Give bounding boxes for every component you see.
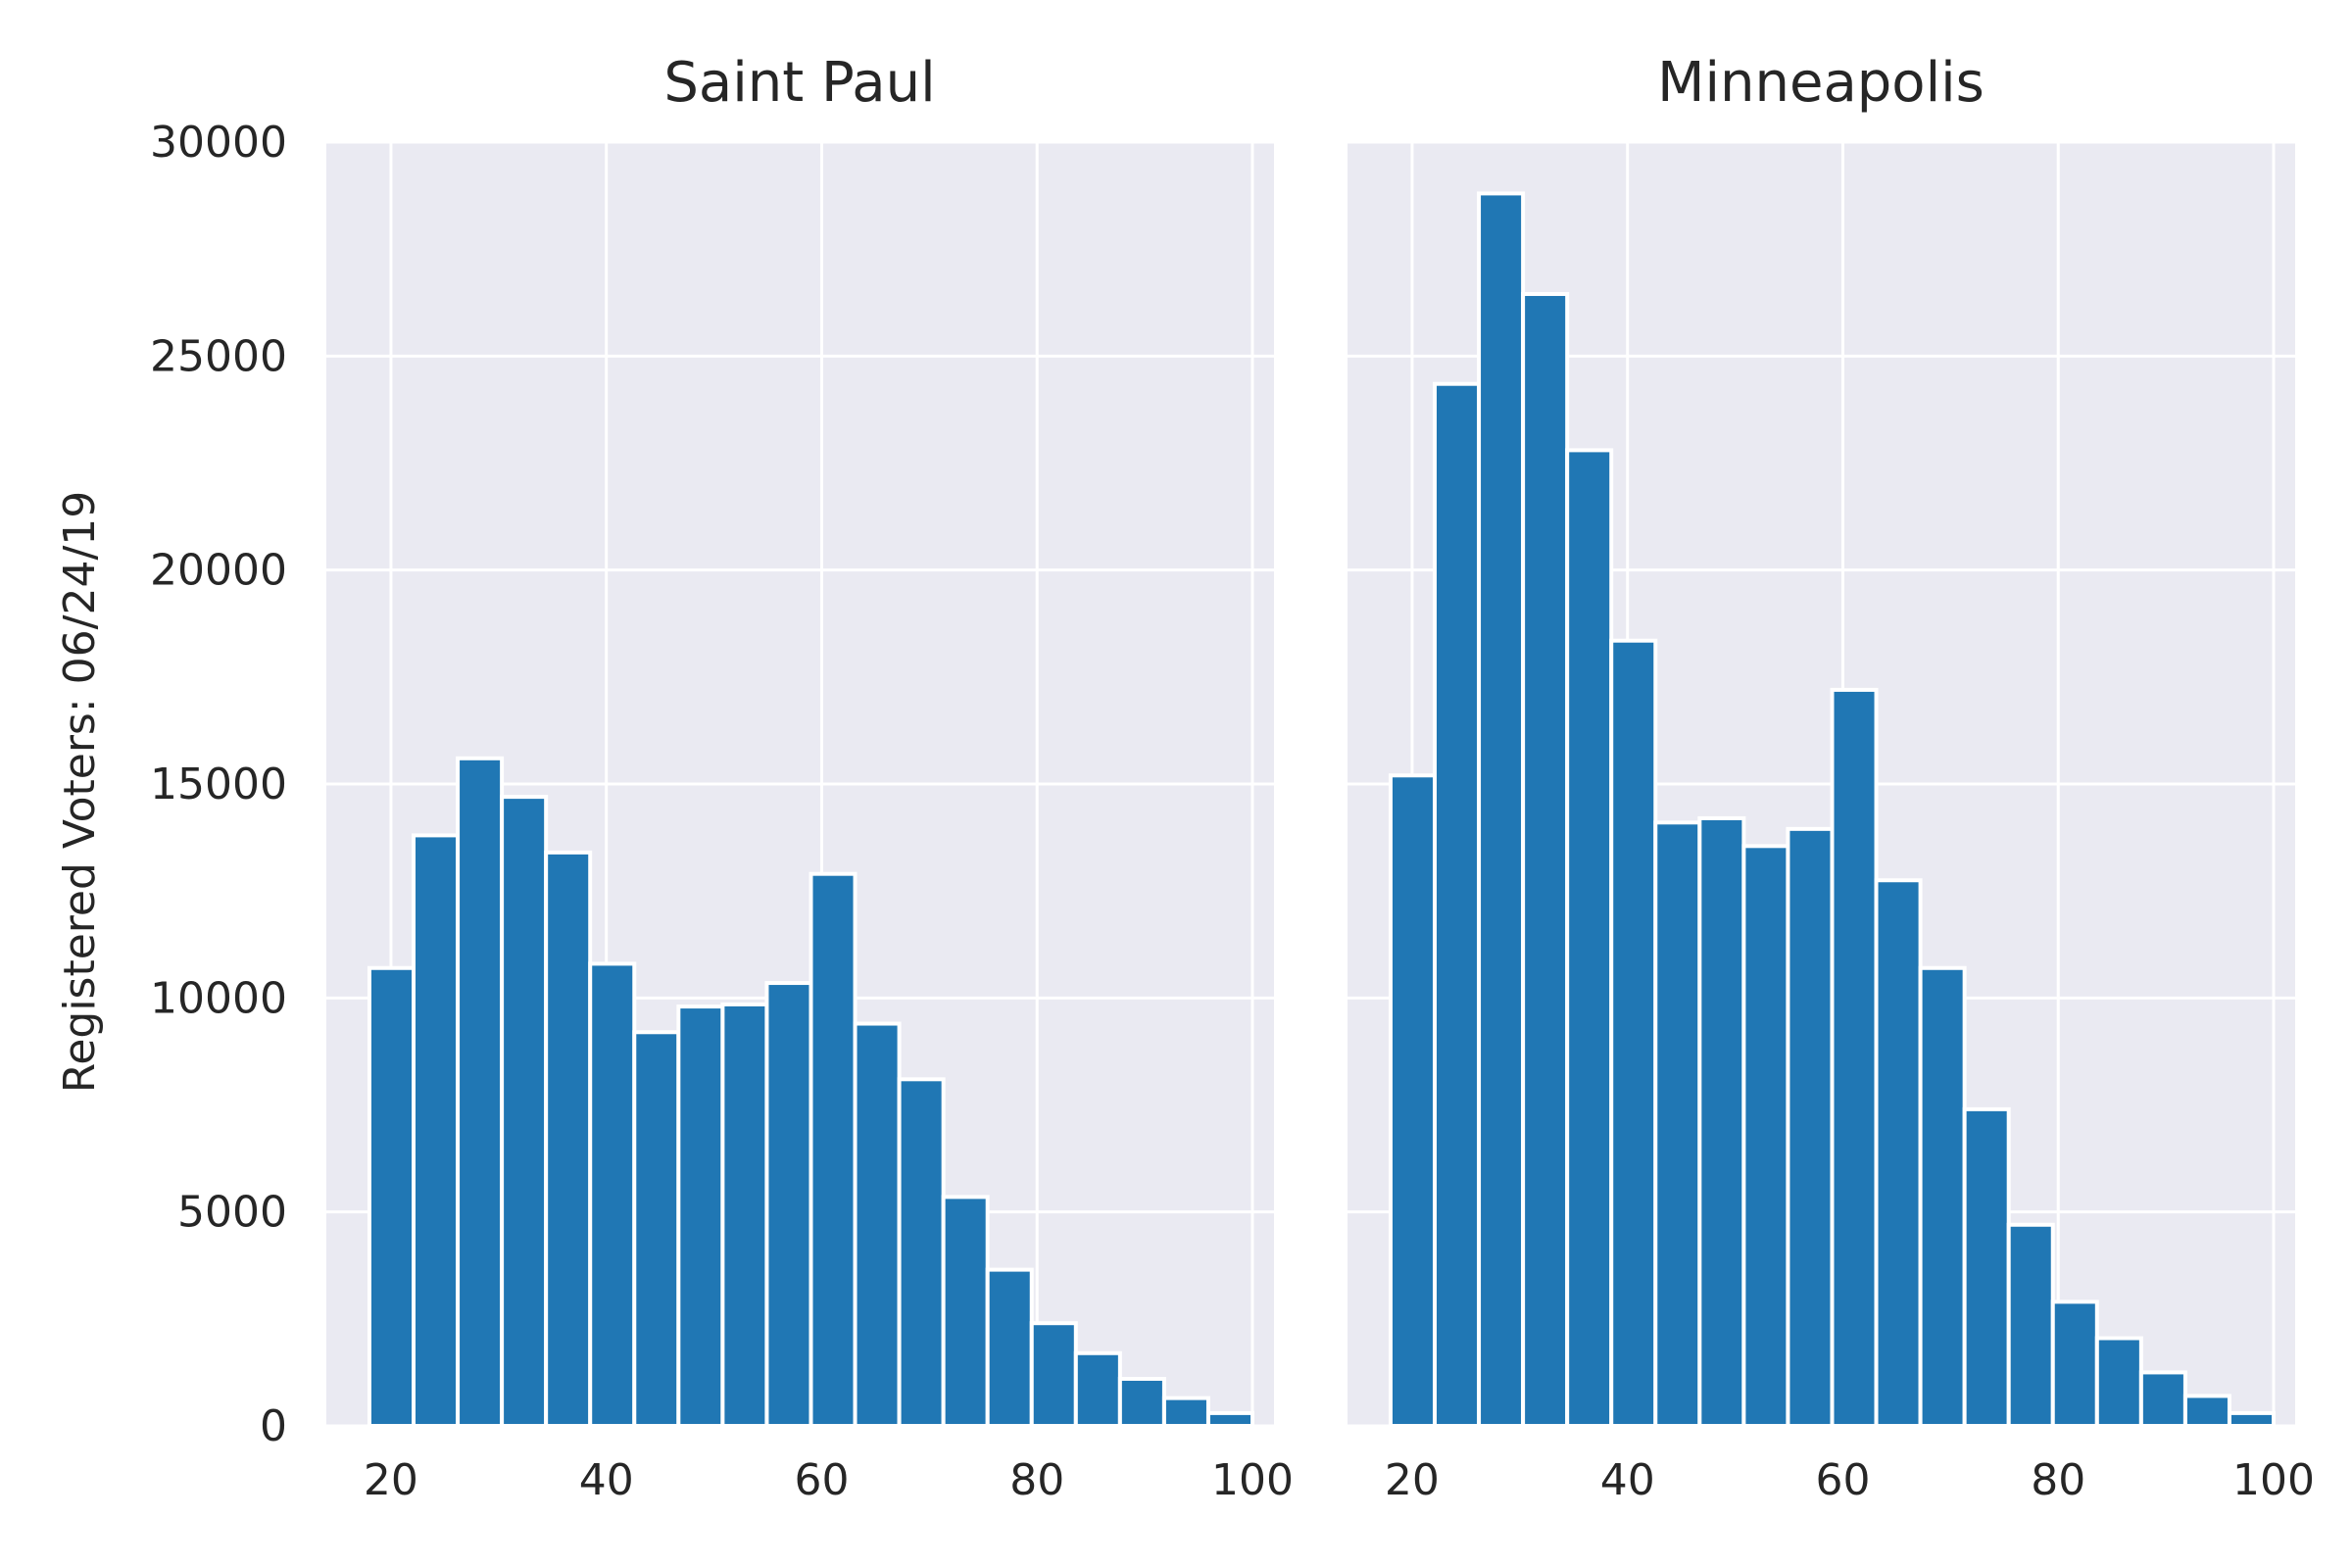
y-tick-label-0: 0 <box>260 1401 287 1451</box>
x-tick-labels-minneapolis: 20 40 60 80 100 <box>1385 1455 2315 1505</box>
bar-saint-paul-18 <box>1161 1396 1210 1429</box>
y-axis-label: Registered Voters: 06/24/19 <box>55 491 105 1094</box>
x-tick-label-60: 60 <box>794 1455 849 1505</box>
bar-minneapolis-19 <box>2227 1410 2277 1429</box>
y-tick-label-20000: 20000 <box>150 546 287 596</box>
x-tick-label-40: 40 <box>579 1455 634 1505</box>
bar-minneapolis-8 <box>1741 844 1790 1428</box>
panel-title-minneapolis: Minneapolis <box>1657 51 1984 115</box>
y-tick-label-15000: 15000 <box>150 760 287 809</box>
bars-minneapolis <box>1388 191 2277 1429</box>
bar-saint-paul-19 <box>1205 1410 1255 1429</box>
bar-minneapolis-5 <box>1609 638 1658 1428</box>
bar-saint-paul-11 <box>853 1021 902 1428</box>
bar-saint-paul-12 <box>897 1077 946 1429</box>
bar-minneapolis-4 <box>1565 448 1614 1428</box>
bar-minneapolis-1 <box>1433 381 1482 1428</box>
bars-saint-paul <box>367 756 1255 1429</box>
bar-minneapolis-6 <box>1653 820 1702 1428</box>
bar-saint-paul-16 <box>1073 1350 1122 1429</box>
x-tick-label-20: 20 <box>1385 1455 1440 1505</box>
bar-minneapolis-13 <box>1962 1106 2011 1429</box>
bar-minneapolis-10 <box>1830 687 1879 1428</box>
bar-saint-paul-1 <box>412 833 461 1428</box>
bar-minneapolis-18 <box>2182 1394 2231 1429</box>
bar-saint-paul-4 <box>544 850 593 1428</box>
y-tick-label-5000: 5000 <box>177 1188 287 1238</box>
x-tick-labels-saint-paul: 20 40 60 80 100 <box>364 1455 1294 1505</box>
bar-saint-paul-17 <box>1117 1376 1166 1429</box>
bar-minneapolis-15 <box>2050 1299 2099 1429</box>
x-tick-label-40: 40 <box>1600 1455 1655 1505</box>
bar-minneapolis-11 <box>1874 878 1923 1428</box>
bar-saint-paul-3 <box>500 795 549 1428</box>
x-tick-label-20: 20 <box>364 1455 418 1505</box>
x-tick-label-100: 100 <box>2232 1455 2315 1505</box>
y-tick-label-10000: 10000 <box>150 973 287 1023</box>
y-tick-label-25000: 25000 <box>150 331 287 381</box>
bar-minneapolis-17 <box>2138 1370 2187 1428</box>
panel-minneapolis: 20 40 60 80 100 Minneapolis <box>1348 51 2315 1505</box>
bar-minneapolis-0 <box>1388 773 1438 1428</box>
bar-saint-paul-6 <box>632 1030 681 1429</box>
panel-saint-paul: 20 40 60 80 100 0 5000 10000 15000 20000 25000 300… <box>150 51 1294 1505</box>
bar-saint-paul-2 <box>456 756 505 1428</box>
bar-minneapolis-9 <box>1786 826 1835 1428</box>
bar-saint-paul-10 <box>808 871 858 1428</box>
bar-saint-paul-9 <box>764 981 813 1428</box>
bar-minneapolis-16 <box>2094 1336 2143 1428</box>
bar-saint-paul-8 <box>720 1002 769 1428</box>
x-tick-label-80: 80 <box>2031 1455 2085 1505</box>
bar-minneapolis-14 <box>2006 1222 2055 1429</box>
bar-saint-paul-13 <box>941 1195 990 1428</box>
bar-saint-paul-0 <box>367 965 416 1428</box>
bar-minneapolis-3 <box>1521 292 1570 1428</box>
bar-saint-paul-5 <box>588 961 637 1429</box>
bar-minneapolis-7 <box>1697 815 1746 1428</box>
bar-saint-paul-14 <box>985 1267 1034 1429</box>
x-tick-label-100: 100 <box>1211 1455 1294 1505</box>
bar-minneapolis-12 <box>1918 965 1967 1428</box>
y-tick-label-30000: 30000 <box>150 118 287 168</box>
bar-minneapolis-2 <box>1477 191 1526 1428</box>
panel-title-saint-paul: Saint Paul <box>663 51 935 115</box>
x-tick-label-80: 80 <box>1009 1455 1064 1505</box>
y-tick-labels: 0 5000 10000 15000 20000 25000 30000 <box>150 118 287 1451</box>
x-tick-label-60: 60 <box>1815 1455 1870 1505</box>
bar-saint-paul-7 <box>676 1004 725 1428</box>
bar-saint-paul-15 <box>1029 1321 1078 1428</box>
